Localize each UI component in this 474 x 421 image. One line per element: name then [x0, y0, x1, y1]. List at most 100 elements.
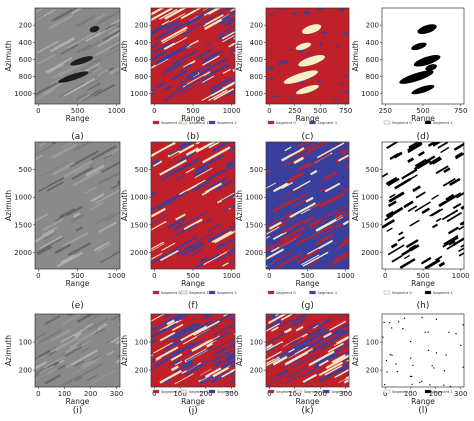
- image-texture: [382, 314, 464, 387]
- y-tick-label: 800: [135, 73, 148, 81]
- x-axis-label: Range: [411, 397, 435, 406]
- image-texture: [382, 8, 464, 104]
- x-tick-label: 200: [84, 390, 97, 398]
- y-tick-label: 500: [250, 166, 263, 174]
- legend-swatch: [323, 389, 330, 394]
- legend-label: Segment 0: [161, 390, 181, 394]
- y-tick-label: 500: [366, 166, 379, 174]
- legend-label: Segment 0: [276, 291, 296, 295]
- x-tick-label: 200: [199, 390, 212, 398]
- image-texture: [266, 8, 349, 104]
- legend-swatch: [267, 290, 275, 295]
- x-tick-label: 0: [267, 107, 271, 115]
- panel-caption: (a): [71, 132, 84, 142]
- x-tick-label: 0: [36, 107, 40, 115]
- y-axis-label: Azimuth: [235, 190, 244, 221]
- y-tick-label: 600: [19, 56, 32, 64]
- image-texture: [151, 8, 235, 104]
- x-tick-label: 500: [186, 107, 199, 115]
- x-tick-label: 300: [339, 390, 352, 398]
- legend-label: Segment 1: [318, 121, 338, 125]
- x-tick-label: 100: [173, 390, 186, 398]
- panel-frame: [34, 313, 121, 388]
- y-tick-label: 1500: [361, 221, 379, 229]
- x-tick-label: 200: [429, 390, 442, 398]
- y-tick-label: 1500: [130, 221, 148, 229]
- legend-label: Segment 0: [392, 121, 412, 125]
- image-texture: [35, 8, 120, 104]
- y-tick-label: 1000: [14, 194, 32, 202]
- panel-caption: (i): [73, 406, 83, 416]
- y-tick-label: 1000: [361, 90, 379, 98]
- panel-caption: (k): [301, 406, 313, 416]
- legend: Segment 0 Segment 1 Segment 2: [152, 389, 237, 394]
- legend-swatch: [424, 120, 432, 125]
- legend: Segment 0 Segment 1 Segment 2: [152, 290, 237, 295]
- legend-label: Segment 1: [304, 390, 324, 394]
- x-tick-label: 1000: [337, 272, 355, 280]
- legend: Segment 0 Segment 1: [383, 290, 453, 295]
- legend-swatch: [383, 120, 391, 125]
- x-tick-label: 200: [314, 390, 327, 398]
- y-tick-label: 500: [19, 166, 32, 174]
- y-axis-label: Azimuth: [351, 40, 360, 71]
- x-axis-label: Range: [411, 279, 435, 288]
- x-axis-label: Range: [411, 114, 435, 123]
- legend-label: Segment 2: [217, 291, 237, 295]
- y-tick-label: 1000: [130, 90, 148, 98]
- image-texture: [382, 142, 464, 269]
- y-axis-label: Azimuth: [4, 335, 13, 366]
- legend-swatch: [180, 290, 188, 295]
- image-texture: [35, 314, 120, 387]
- legend-swatch: [309, 290, 316, 295]
- x-tick-label: 500: [186, 272, 199, 280]
- legend-label: Segment 1: [433, 121, 453, 125]
- x-tick-label: 500: [301, 272, 314, 280]
- y-axis-label: Azimuth: [120, 335, 129, 366]
- x-axis-label: Range: [181, 279, 205, 288]
- y-tick-label: 100: [19, 339, 32, 347]
- y-tick-label: 200: [19, 367, 32, 375]
- y-tick-label: 1000: [361, 194, 379, 202]
- x-tick-label: 0: [152, 107, 156, 115]
- figure-row: Azimuth 100 200 0 100 200 300 Range (i) Azimuth 10…: [4, 313, 467, 416]
- x-tick-label: 0: [383, 272, 387, 280]
- legend-label: Segment 2: [331, 390, 351, 394]
- legend-swatch: [152, 120, 160, 125]
- panel: Azimuth 200 400 600 800 1000 0 500 1000 Range (a): [4, 7, 126, 142]
- image-texture: [151, 314, 235, 387]
- y-axis-label: Azimuth: [351, 335, 360, 366]
- legend: Segment 0 Segment 1 Segment 2: [267, 389, 351, 394]
- panel-frame: [265, 7, 350, 105]
- panel-frame: [150, 313, 236, 388]
- y-tick-label: 800: [250, 73, 263, 81]
- y-axis-label: Azimuth: [120, 190, 129, 221]
- y-tick-label: 1000: [245, 90, 263, 98]
- panel-caption: (c): [302, 132, 314, 142]
- x-tick-label: 1000: [223, 107, 241, 115]
- legend-swatch: [383, 290, 391, 295]
- legend-swatch: [208, 120, 216, 125]
- x-tick-label: 100: [404, 390, 417, 398]
- panel-caption: (d): [417, 132, 430, 142]
- legend-label: Segment 1: [433, 390, 453, 394]
- x-tick-label: 0: [383, 390, 387, 398]
- x-tick-label: 0: [267, 390, 271, 398]
- y-tick-label: 400: [366, 39, 379, 47]
- y-tick-label: 400: [250, 39, 263, 47]
- y-tick-label: 1500: [245, 221, 263, 229]
- y-tick-label: 2000: [14, 249, 32, 257]
- legend-swatch: [267, 389, 275, 394]
- legend-swatch: [152, 290, 160, 295]
- x-tick-label: 0: [36, 390, 40, 398]
- y-tick-label: 400: [19, 39, 32, 47]
- x-tick-label: 750: [339, 107, 352, 115]
- y-tick-label: 200: [135, 22, 148, 30]
- legend-label: Segment 0: [392, 390, 412, 394]
- x-tick-label: 250: [379, 107, 392, 115]
- legend-swatch: [424, 290, 432, 295]
